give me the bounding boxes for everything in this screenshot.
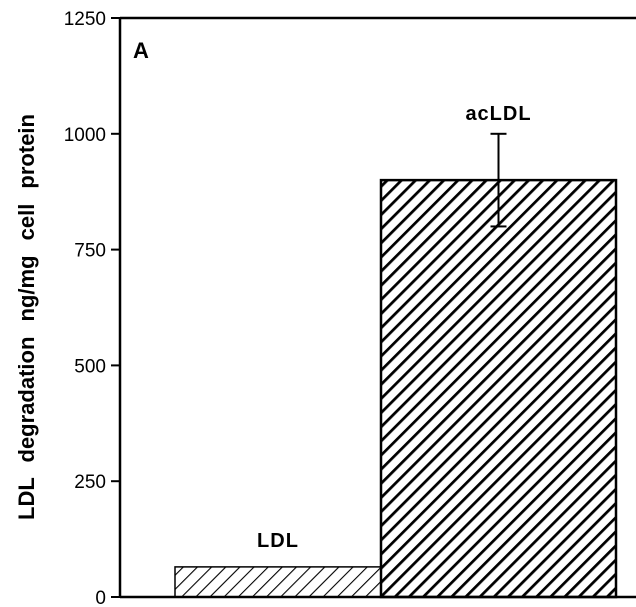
bars-group: LDL acLDL (174, 103, 618, 599)
y-tick-label: 0 (95, 588, 106, 607)
y-axis-title: LDL degradation ng/mg cell protein (14, 114, 39, 520)
panel-label: A (133, 38, 149, 63)
bar-label-ldl: LDL (257, 530, 299, 552)
y-tick-label: 500 (74, 356, 106, 377)
y-tick-label: 1250 (64, 9, 106, 30)
bar-acldl (379, 178, 618, 599)
y-tick-label: 1000 (64, 125, 106, 146)
y-tick-label: 250 (74, 472, 106, 493)
axes-group: 0 250 500 750 1000 1250 (64, 9, 636, 607)
bar-ldl (174, 566, 382, 598)
y-tick-label: 750 (74, 241, 106, 262)
bar-label-acldl: acLDL (465, 103, 531, 125)
